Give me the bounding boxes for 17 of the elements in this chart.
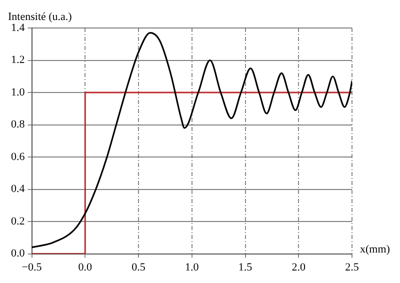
x-tick-label: 2.5 bbox=[345, 261, 360, 274]
y-tick-label: 1.2 bbox=[11, 54, 25, 66]
x-axis-title: x(mm) bbox=[360, 244, 390, 256]
x-tick-label: 0.0 bbox=[78, 261, 92, 274]
x-tick-label: 1.5 bbox=[238, 261, 253, 274]
x-tick-label: −0.5 bbox=[22, 261, 42, 274]
y-tick-label: 0.6 bbox=[11, 150, 26, 163]
y-tick-label: 1.0 bbox=[11, 86, 26, 98]
y-tick-label: 0.2 bbox=[11, 215, 25, 228]
x-tick-label: 2.0 bbox=[292, 261, 306, 274]
x-tick-label: 1.0 bbox=[185, 261, 200, 274]
y-tick-label: 0.8 bbox=[11, 118, 26, 131]
x-tick-label: 0.5 bbox=[132, 261, 146, 274]
y-tick-label: 1.4 bbox=[11, 22, 26, 34]
y-axis-title: Intensité (u.a.) bbox=[8, 10, 72, 23]
y-tick-label: 0.0 bbox=[11, 248, 26, 260]
y-tick-label: 0.4 bbox=[11, 183, 26, 196]
